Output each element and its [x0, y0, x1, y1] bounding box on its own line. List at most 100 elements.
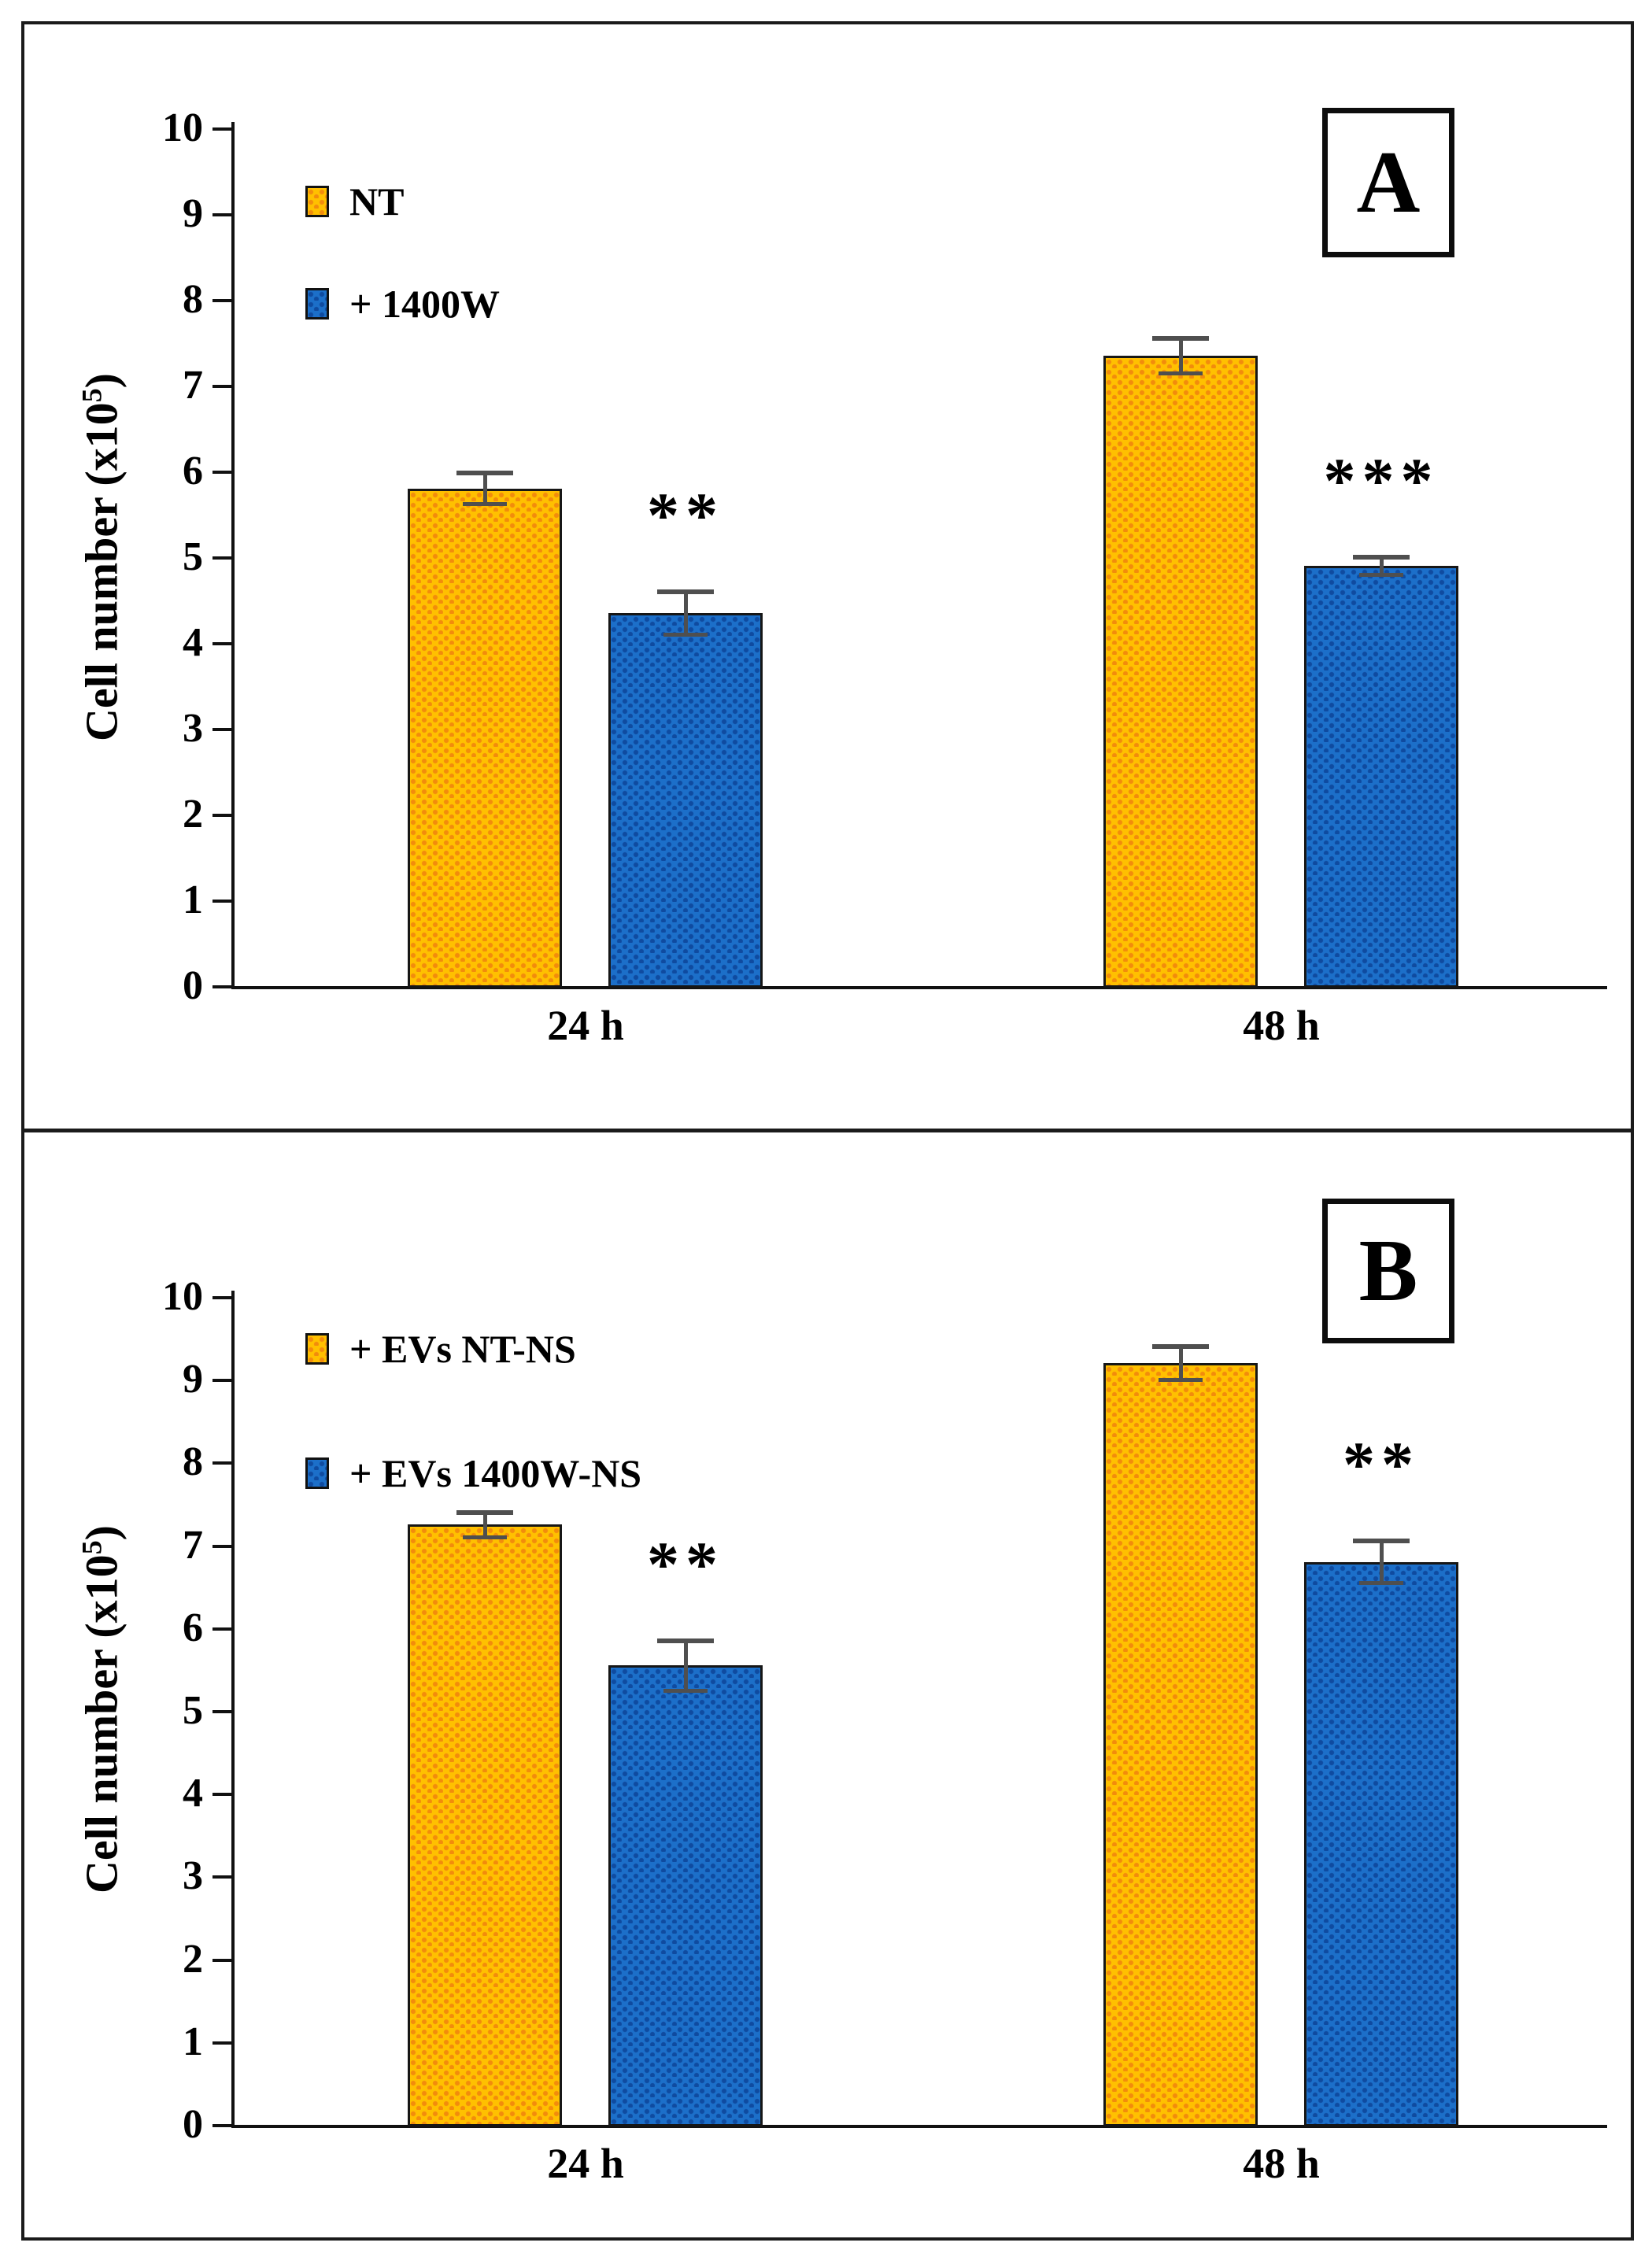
significance-asterisks: **: [1343, 1428, 1420, 1501]
legend-swatch-icon: [305, 1333, 329, 1365]
error-bar-cap-top: [657, 1638, 714, 1643]
y-axis-title-text: Cell number (x10: [76, 1554, 128, 1894]
y-axis-tick: [213, 127, 231, 131]
legend-swatch-icon: [305, 186, 329, 217]
y-axis-tick-label: 0: [183, 963, 203, 1008]
error-bar-cap-top: [456, 471, 513, 476]
y-axis-tick-label: 3: [183, 706, 203, 751]
significance-asterisks: ***: [1323, 445, 1439, 516]
y-axis-tick: [213, 1461, 231, 1465]
error-bar-line: [1379, 1541, 1384, 1583]
error-bar-cap-bottom: [663, 633, 708, 637]
y-axis-tick-label: 6: [183, 1605, 203, 1650]
error-bar-line: [683, 591, 688, 635]
y-axis-tick: [213, 213, 231, 216]
y-axis-tick: [213, 556, 231, 560]
x-axis-category-label: 24 h: [547, 2140, 624, 2187]
y-axis-tick: [213, 1958, 231, 1962]
x-axis-category-label: 24 h: [547, 1002, 624, 1049]
error-bar-line: [482, 1512, 487, 1538]
panel-letter-box: A: [1322, 108, 1454, 257]
error-bar-cap-bottom: [1159, 1378, 1203, 1383]
y-axis-tick-label: 8: [183, 1439, 203, 1485]
legend-label: NT: [349, 179, 405, 224]
panel-divider: [21, 1129, 1634, 1132]
y-axis-title-text: Cell number (x10: [76, 402, 128, 742]
bar-1400w-24h: [608, 612, 763, 988]
y-axis-tick: [213, 1875, 231, 1879]
y-axis-tick-label: 4: [183, 620, 203, 665]
y-axis-tick-label: 5: [183, 534, 203, 579]
bar-evs-1400w-ns-48h: [1304, 1561, 1458, 2126]
y-axis-tick-label: 8: [183, 277, 203, 322]
legend-item: + 1400W: [305, 282, 500, 326]
y-axis-tick: [213, 1379, 231, 1383]
error-bar-cap-top: [1152, 1344, 1209, 1350]
y-axis-tick-label: 1: [183, 877, 203, 922]
legend-label: + EVs NT-NS: [349, 1327, 576, 1371]
error-bar-cap-bottom: [463, 502, 507, 507]
y-axis-tick-label: 3: [183, 1853, 203, 1899]
x-axis-category-label: 48 h: [1243, 1002, 1320, 1049]
bar-evs-nt-ns-24h: [408, 1524, 562, 2126]
y-axis-tick: [213, 728, 231, 731]
x-axis-line: [231, 2125, 1607, 2128]
error-bar-line: [482, 473, 487, 504]
error-bar-line: [1178, 338, 1183, 373]
y-axis-tick-label: 1: [183, 2019, 203, 2064]
y-axis-tick: [213, 985, 231, 988]
error-bar-cap-bottom: [463, 1535, 507, 1540]
y-axis-tick-label: 0: [183, 2102, 203, 2147]
legend-swatch-icon: [305, 288, 329, 320]
error-bar-cap-bottom: [1359, 1580, 1403, 1585]
x-axis-category-label: 48 h: [1243, 2140, 1320, 2187]
y-axis-tick: [213, 385, 231, 388]
error-bar-line: [1178, 1347, 1183, 1380]
y-axis-tick-label: 2: [183, 792, 203, 837]
y-axis-tick-label: 6: [183, 449, 203, 493]
error-bar-line: [683, 1640, 688, 1690]
legend-label: + EVs 1400W-NS: [349, 1451, 642, 1495]
bar-nt-48h: [1103, 355, 1258, 988]
y-axis-title-superscript: 5: [76, 388, 108, 403]
panel-letter: A: [1356, 134, 1421, 231]
error-bar-cap-top: [1152, 336, 1209, 342]
error-bar-cap-top: [1353, 1539, 1410, 1544]
y-axis-tick: [213, 1793, 231, 1797]
y-axis-tick-label: 10: [162, 105, 203, 150]
bar-1400w-48h: [1304, 565, 1458, 988]
error-bar-cap-bottom: [1159, 371, 1203, 375]
legend-item: + EVs NT-NS: [305, 1327, 576, 1371]
y-axis-tick-label: 4: [183, 1771, 203, 1816]
panel-letter-box: B: [1322, 1199, 1454, 1343]
error-bar-cap-bottom: [1359, 572, 1403, 577]
y-axis-tick-label: 7: [183, 363, 203, 408]
legend-label: + 1400W: [349, 282, 500, 326]
bar-evs-nt-ns-48h: [1103, 1363, 1258, 2126]
y-axis-line: [231, 1291, 235, 2128]
legend-item: NT: [305, 179, 404, 224]
significance-asterisks: **: [647, 478, 724, 551]
y-axis-tick: [213, 299, 231, 302]
y-axis-tick: [213, 642, 231, 645]
y-axis-tick: [213, 471, 231, 474]
bar-evs-1400w-ns-24h: [608, 1665, 763, 2126]
y-axis-tick-label: 2: [183, 1936, 203, 1982]
error-bar-cap-bottom: [663, 1688, 708, 1693]
y-axis-title-text: ): [76, 372, 128, 389]
y-axis-title-superscript: 5: [76, 1540, 108, 1555]
significance-asterisks: **: [647, 1528, 724, 1600]
y-axis-line: [231, 122, 235, 989]
y-axis-title: Cell number (x105): [68, 373, 127, 741]
y-axis-title: Cell number (x105): [68, 1525, 127, 1893]
y-axis-tick: [213, 1627, 231, 1631]
y-axis-tick-label: 10: [162, 1274, 203, 1319]
error-bar-cap-top: [657, 589, 714, 594]
y-axis-tick-label: 7: [183, 1522, 203, 1568]
y-axis-tick-label: 9: [183, 191, 203, 236]
y-axis-tick-label: 5: [183, 1688, 203, 1733]
y-axis-tick: [213, 1710, 231, 1713]
panel-letter: B: [1358, 1222, 1418, 1320]
error-bar-line: [1379, 557, 1384, 574]
